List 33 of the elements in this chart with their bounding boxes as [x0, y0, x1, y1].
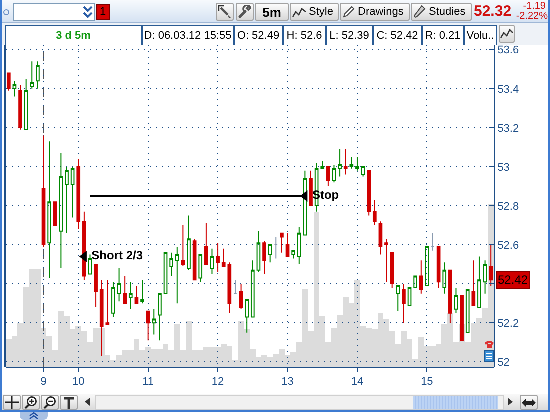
button: Drawings — [340, 3, 410, 21]
text: -2.22% — [516, 11, 548, 22]
button: Studies — [411, 3, 472, 21]
x-tick-label: 14 — [351, 376, 364, 388]
x-tick-label: 15 — [421, 376, 434, 388]
text: Volu.. — [466, 30, 494, 42]
x-tick-label: 10 — [72, 376, 85, 388]
x-tick-label: 9 — [40, 376, 47, 388]
text: H: 52.6 — [286, 30, 322, 42]
text: C: 52.42 — [376, 30, 418, 42]
y-tick-label: 53.6 — [498, 44, 520, 57]
y-tick-label: 52.8 — [498, 200, 520, 213]
button: 5m — [255, 3, 289, 21]
x-tick-label: 12 — [212, 376, 224, 388]
y-tick-label: 53 — [498, 162, 510, 174]
annotation: 52.42 — [498, 273, 528, 287]
text: L: 52.39 — [330, 30, 370, 42]
y-tick-label: 53.4 — [498, 84, 520, 96]
text: D: 06.03.12 15:55 — [144, 30, 232, 42]
y-tick-label: 52.2 — [498, 318, 520, 330]
text: -1.19 — [523, 1, 546, 12]
chart-title: 3 d 5m — [56, 30, 91, 42]
y-tick-label: 53.2 — [498, 122, 520, 135]
text: 52.32 — [474, 3, 512, 20]
x-tick-label: 13 — [282, 376, 294, 388]
button: Style — [290, 3, 339, 21]
x-tick-label: 11 — [142, 376, 154, 388]
data-label: Short 2/3 — [92, 248, 144, 263]
y-tick-label: 52 — [498, 356, 510, 369]
badge: 1 — [96, 4, 110, 20]
text: O: 52.49 — [237, 30, 280, 42]
y-tick-label: 52.6 — [498, 240, 520, 252]
text: R: 0.21 — [425, 30, 461, 42]
